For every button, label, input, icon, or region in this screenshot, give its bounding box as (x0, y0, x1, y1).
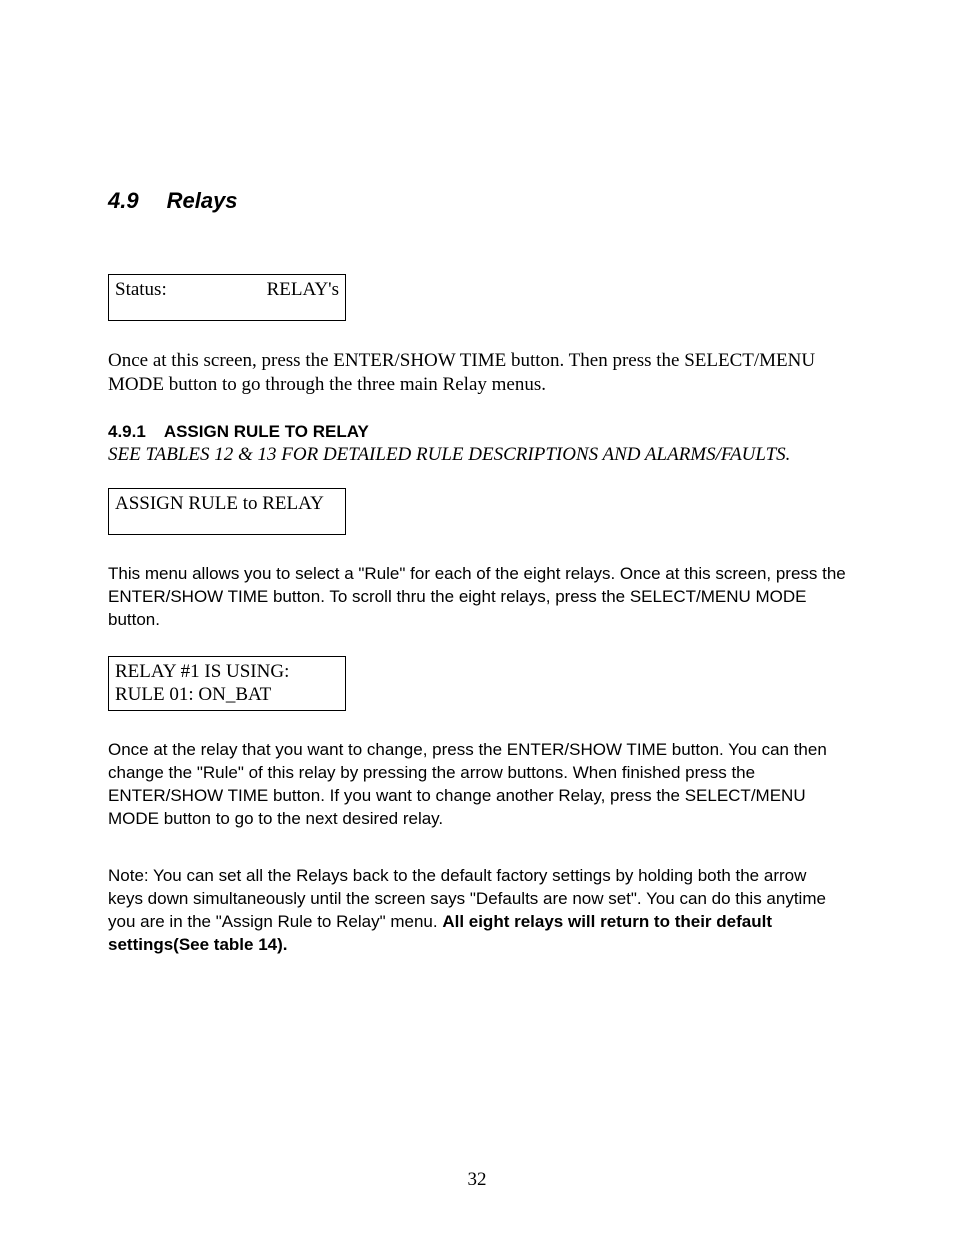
subsection-heading: 4.9.1 ASSIGN RULE TO RELAY (108, 422, 846, 442)
display-line-2: RULE 01: ON_BAT (115, 684, 339, 707)
display-row: Status: RELAY's (115, 279, 339, 302)
section-number: 4.9 (108, 188, 139, 214)
page-number: 32 (0, 1169, 954, 1191)
subsection-title: ASSIGN RULE TO RELAY (164, 422, 369, 441)
status-value: RELAY's (267, 279, 339, 302)
display-line-1: RELAY #1 IS USING: (115, 661, 339, 684)
document-page: 4.9 Relays Status: RELAY's Once at this s… (0, 0, 954, 1235)
section-heading: 4.9 Relays (108, 188, 846, 214)
section-title: Relays (167, 188, 238, 213)
display-box-status: Status: RELAY's (108, 274, 346, 321)
paragraph-2: This menu allows you to select a "Rule" … (108, 563, 846, 632)
paragraph-4: Note: You can set all the Relays back to… (108, 865, 846, 957)
status-label: Status: (115, 279, 167, 302)
subsection-number: 4.9.1 (108, 422, 146, 442)
italic-note: SEE TABLES 12 & 13 FOR DETAILED RULE DES… (108, 444, 846, 466)
display-box-relay-rule: RELAY #1 IS USING: RULE 01: ON_BAT (108, 656, 346, 712)
display-box-assign-rule: ASSIGN RULE to RELAY (108, 488, 346, 535)
paragraph-3: Once at the relay that you want to chang… (108, 739, 846, 831)
paragraph-1: Once at this screen, press the ENTER/SHO… (108, 349, 846, 398)
display-line: ASSIGN RULE to RELAY (115, 493, 339, 516)
